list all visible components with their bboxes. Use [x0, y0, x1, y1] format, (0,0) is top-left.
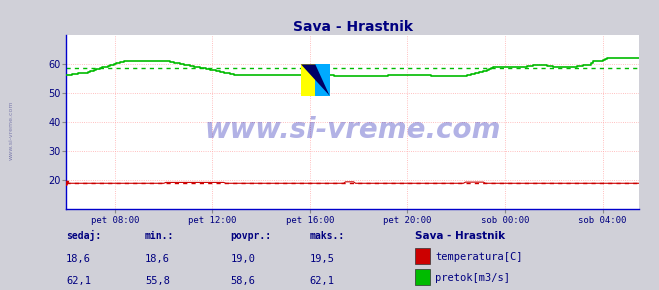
Text: Sava - Hrastnik: Sava - Hrastnik	[415, 231, 505, 241]
Text: 19,5: 19,5	[310, 254, 335, 264]
Title: Sava - Hrastnik: Sava - Hrastnik	[293, 20, 413, 34]
Text: min.:: min.:	[145, 231, 175, 241]
Text: 19,0: 19,0	[231, 254, 256, 264]
Text: www.si-vreme.com: www.si-vreme.com	[9, 101, 14, 160]
FancyBboxPatch shape	[301, 64, 315, 96]
Text: www.si-vreme.com: www.si-vreme.com	[204, 117, 501, 144]
Text: 58,6: 58,6	[231, 276, 256, 286]
Text: 55,8: 55,8	[145, 276, 170, 286]
Text: temperatura[C]: temperatura[C]	[435, 252, 523, 262]
Text: sedaj:: sedaj:	[66, 230, 101, 241]
Text: povpr.:: povpr.:	[231, 231, 272, 241]
Text: 62,1: 62,1	[66, 276, 91, 286]
Text: 62,1: 62,1	[310, 276, 335, 286]
Text: 18,6: 18,6	[145, 254, 170, 264]
FancyBboxPatch shape	[315, 64, 330, 96]
Text: pretok[m3/s]: pretok[m3/s]	[435, 273, 510, 283]
Text: 18,6: 18,6	[66, 254, 91, 264]
Text: maks.:: maks.:	[310, 231, 345, 241]
Polygon shape	[301, 64, 330, 96]
